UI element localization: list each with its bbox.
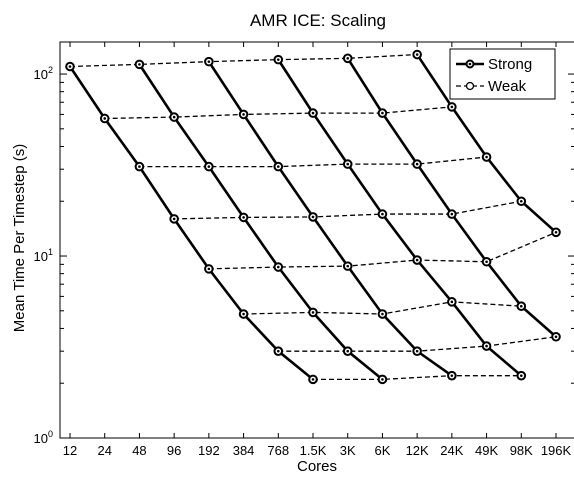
strong-point-center — [311, 378, 315, 381]
strong-point-center — [311, 215, 315, 219]
x-tick-label: 192 — [198, 443, 220, 458]
strong-series-line — [277, 58, 523, 377]
plot-area-frame — [59, 41, 574, 439]
x-tick-label: 196K — [541, 443, 572, 458]
strong-point-center — [242, 216, 245, 219]
strong-point-center — [485, 260, 488, 264]
strong-point-center — [311, 311, 315, 314]
weak-series-line — [104, 106, 452, 120]
y-tick-label: 101 — [34, 247, 53, 264]
strong-point-center — [207, 267, 211, 271]
strong-point-center — [415, 349, 419, 353]
x-tick-label: 12K — [406, 443, 429, 458]
strong-point-center — [138, 63, 141, 66]
x-axis-label: Cores — [297, 458, 337, 475]
strong-point-center — [276, 58, 280, 61]
strong-point-center — [415, 53, 419, 56]
strong-point-center — [381, 212, 384, 216]
strong-point-center — [415, 162, 419, 166]
legend-box — [449, 48, 556, 100]
strong-point-center — [68, 65, 72, 68]
strong-point-center — [276, 349, 280, 353]
x-tick-label: 3K — [340, 443, 356, 458]
strong-point-center — [450, 374, 454, 377]
strong-point-center — [450, 300, 454, 304]
x-tick-label: 384 — [233, 443, 255, 458]
strong-point-center — [519, 374, 523, 377]
x-tick-label: 24 — [97, 443, 111, 458]
x-tick-label: 24K — [440, 443, 463, 458]
strong-point-center — [485, 155, 488, 159]
strong-point-center — [172, 217, 176, 221]
strong-point-center — [138, 165, 141, 168]
strong-point-center — [554, 231, 558, 234]
legend-marker-center — [468, 62, 472, 66]
strong-point-center — [207, 165, 211, 168]
strong-point-center — [276, 265, 280, 269]
x-tick-label: 12 — [63, 443, 77, 458]
chart-title: AMR ICE: Scaling — [250, 11, 386, 30]
strong-point-center — [519, 199, 523, 203]
legend-marker — [465, 81, 475, 91]
strong-point-center — [519, 304, 523, 308]
strong-point-center — [346, 162, 350, 166]
strong-series-line — [207, 60, 453, 377]
strong-point-center — [346, 349, 350, 353]
strong-point-center — [346, 57, 350, 60]
strong-point-center — [415, 258, 419, 262]
strong-series-line — [346, 57, 557, 338]
strong-point-center — [103, 117, 107, 120]
x-tick-label: 98K — [510, 443, 533, 458]
strong-point-center — [346, 264, 350, 268]
x-tick-label: 1.5K — [300, 443, 327, 458]
y-tick-label: 102 — [34, 65, 53, 82]
legend: Strong Weak — [449, 48, 556, 100]
strong-point-center — [276, 165, 280, 168]
weak-series-line — [139, 156, 487, 168]
strong-point-center — [311, 111, 315, 115]
y-tick-label: 100 — [34, 429, 53, 446]
strong-point-center — [450, 212, 454, 216]
strong-series-line — [68, 65, 314, 381]
x-tick-label: 96 — [167, 443, 181, 458]
x-tick-label: 49K — [475, 443, 498, 458]
weak-series-line — [208, 231, 557, 270]
x-tick-label: 768 — [267, 443, 289, 458]
strong-point-center — [381, 378, 384, 381]
strong-point-center — [242, 312, 245, 316]
strong-point-center — [450, 105, 454, 109]
x-tick-label: 48 — [132, 443, 146, 458]
strong-point-center — [381, 111, 384, 115]
weak-series-line — [174, 200, 522, 220]
x-tick-label: 6K — [374, 443, 390, 458]
weak-series-line — [69, 53, 418, 68]
strong-point-center — [242, 113, 245, 116]
legend-label: Strong — [488, 56, 532, 73]
weak-series-line — [313, 375, 522, 381]
strong-point-center — [381, 312, 384, 316]
strong-point-center — [172, 115, 176, 119]
strong-point-center — [554, 335, 558, 339]
strong-point-center — [207, 60, 211, 63]
strong-series-line — [138, 63, 384, 381]
legend-label: Weak — [488, 78, 527, 95]
strong-point-center — [485, 344, 488, 348]
y-axis-label: Mean Time Per Timestep (s) — [11, 144, 28, 332]
